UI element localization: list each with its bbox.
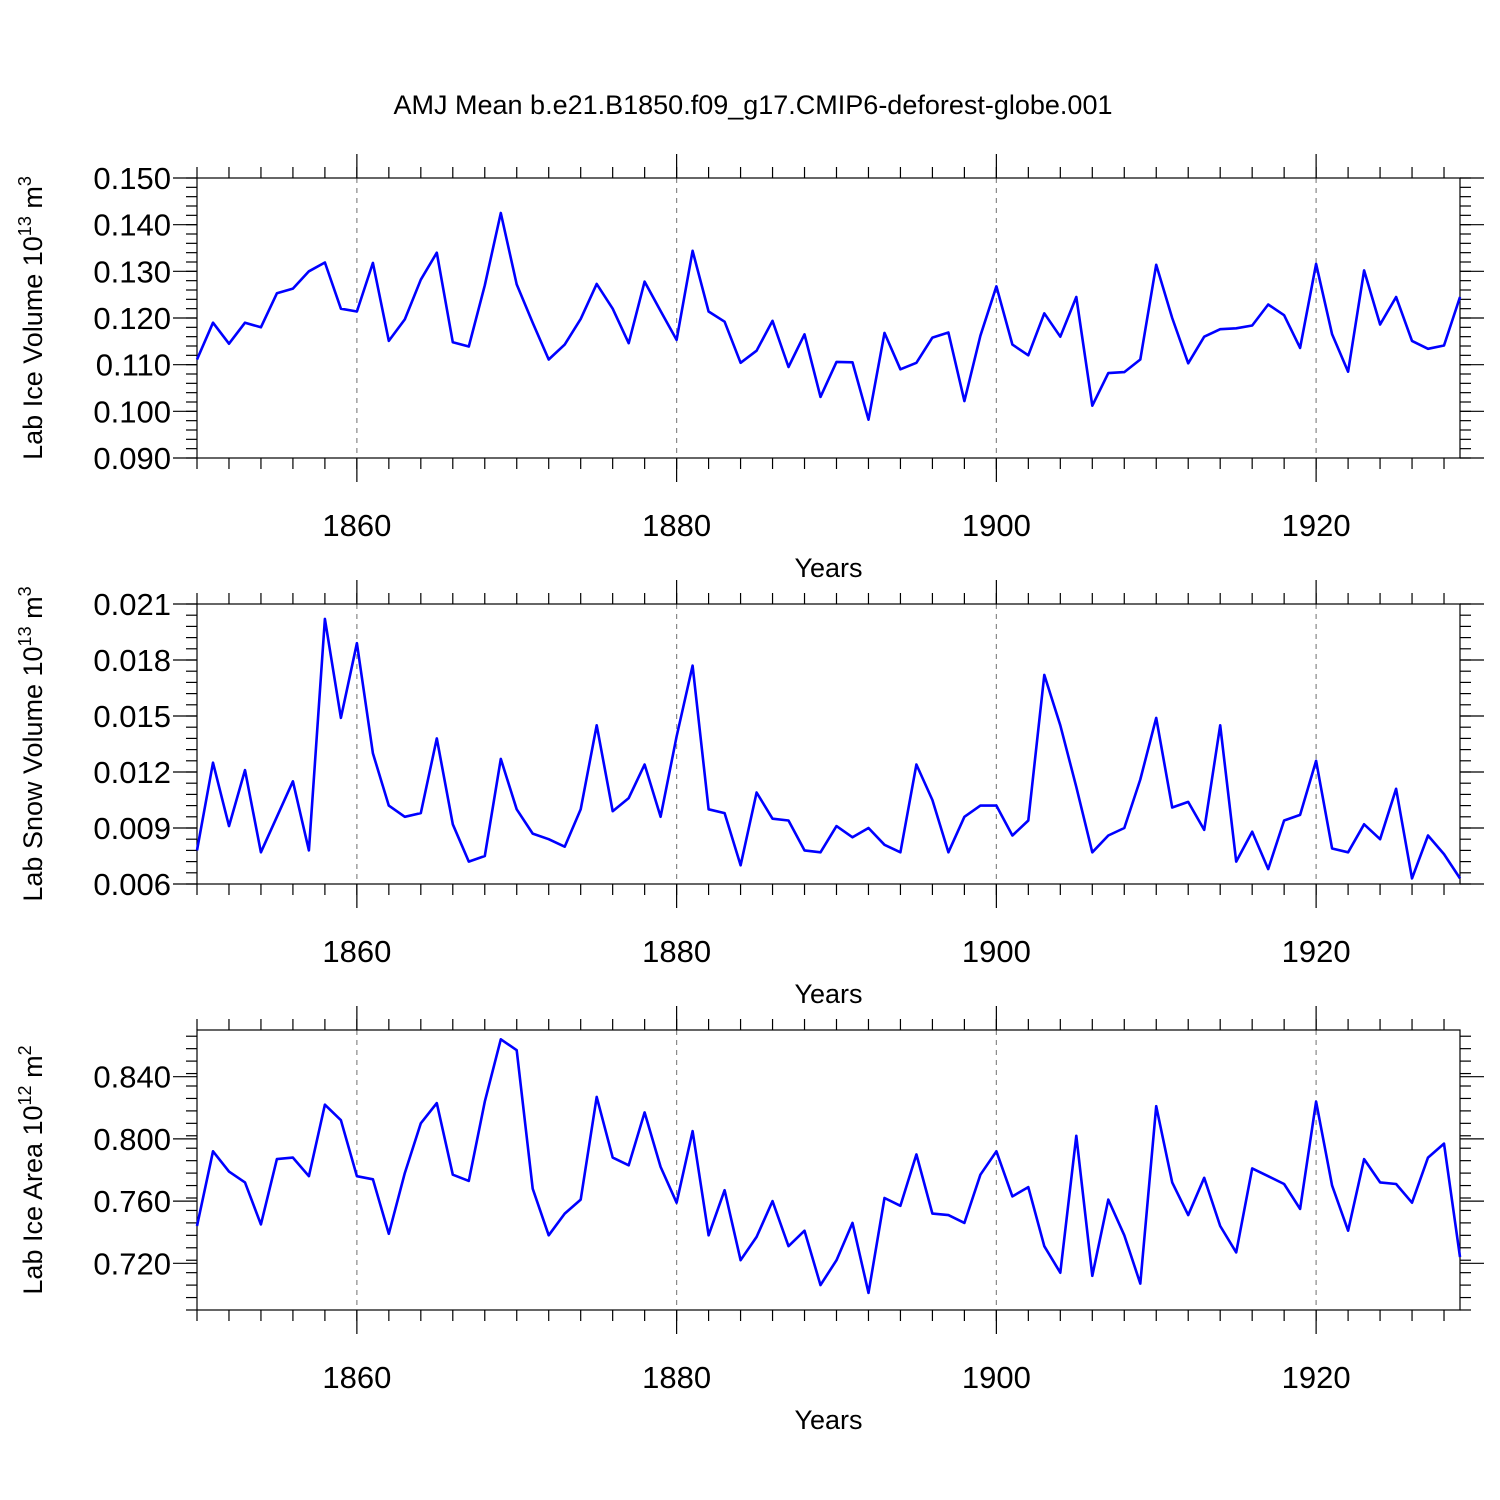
chart-panel-1: 0.090 0.100 0.110 0.120 0.130 0.140 0.150 1860 1… [15, 154, 1484, 583]
y-tick-label: 0.120 [93, 301, 171, 336]
y-tick-label: 0.009 [93, 811, 171, 846]
chart-panel-2: 0.006 0.009 0.012 0.015 0.018 0.021 1860 1880 19… [15, 580, 1484, 1009]
y-axis-label: Lab Ice Volume 1013 m3 [15, 176, 48, 460]
plot-frame [196, 1029, 1461, 1311]
x-tick-label: 1860 [322, 1360, 391, 1395]
x-tick-label: 1880 [642, 1360, 711, 1395]
x-tick-label: 1860 [322, 934, 391, 969]
y-tick-label: 0.150 [93, 161, 171, 196]
x-tick-label: 1900 [962, 934, 1031, 969]
chart-panel-3: 0.720 0.760 0.800 0.840 1860 1880 1900 1920 Year… [15, 1006, 1484, 1435]
x-tick-label: 1920 [1282, 1360, 1351, 1395]
y-tick-label: 0.018 [93, 643, 171, 678]
x-tick-label: 1920 [1282, 508, 1351, 543]
y-tick-label: 0.760 [93, 1184, 171, 1219]
x-tick-label: 1900 [962, 1360, 1031, 1395]
plot-frame [196, 603, 1461, 885]
y-tick-label: 0.090 [93, 441, 171, 476]
chart-title: AMJ Mean b.e21.B1850.f09_g17.CMIP6-defor… [394, 90, 1113, 120]
plot-frame [196, 177, 1461, 459]
x-tick-label: 1880 [642, 508, 711, 543]
data-series-line [195, 1038, 1462, 1295]
x-tick-label: 1880 [642, 934, 711, 969]
y-tick-label: 0.015 [93, 699, 171, 734]
x-axis-label: Years [794, 1405, 862, 1435]
x-tick-label: 1920 [1282, 934, 1351, 969]
y-tick-label: 0.720 [93, 1246, 171, 1281]
y-axis-label: Lab Snow Volume 1013 m3 [15, 586, 48, 901]
x-tick-label: 1860 [322, 508, 391, 543]
y-tick-label: 0.100 [93, 394, 171, 429]
y-tick-label: 0.006 [93, 867, 171, 902]
x-tick-label: 1900 [962, 508, 1031, 543]
x-axis-label: Years [794, 979, 862, 1009]
y-tick-label: 0.012 [93, 755, 171, 790]
y-tick-label: 0.130 [93, 254, 171, 289]
y-tick-label: 0.140 [93, 208, 171, 243]
y-tick-label: 0.800 [93, 1122, 171, 1157]
x-axis-label: Years [794, 553, 862, 583]
data-series-line [195, 211, 1462, 422]
y-tick-label: 0.840 [93, 1060, 171, 1095]
y-axis-label: Lab Ice Area 1012 m2 [15, 1045, 48, 1294]
y-tick-label: 0.110 [96, 348, 171, 383]
y-tick-label: 0.021 [93, 587, 171, 622]
data-series-line [195, 617, 1462, 880]
